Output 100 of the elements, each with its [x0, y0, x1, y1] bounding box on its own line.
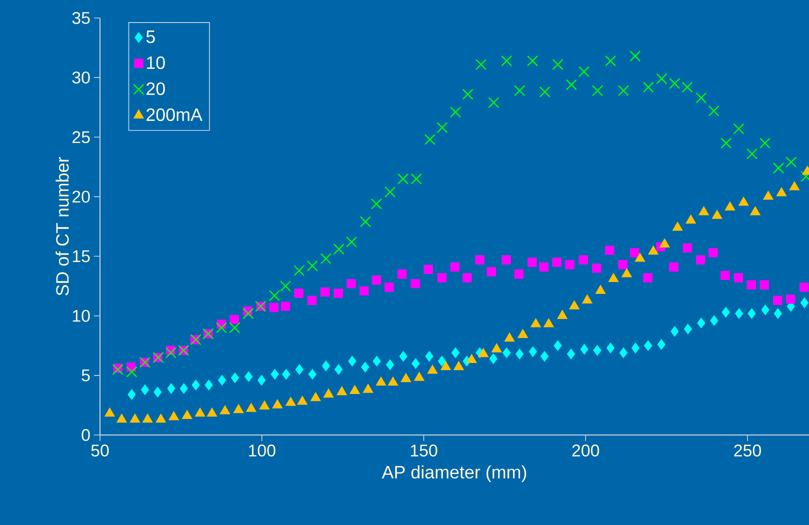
point: [578, 66, 590, 78]
point: [565, 260, 574, 270]
point: [476, 58, 487, 70]
point: [656, 73, 668, 84]
point: [376, 376, 386, 386]
point: [669, 78, 680, 90]
point: [324, 388, 334, 398]
point: [412, 358, 420, 369]
point: [294, 265, 305, 276]
point: [268, 290, 280, 302]
point: [360, 286, 369, 296]
point: [735, 308, 744, 319]
point: [372, 276, 382, 285]
point: [566, 79, 577, 90]
point: [334, 288, 343, 298]
point: [774, 308, 782, 319]
point: [763, 191, 774, 200]
y-tick-label: 5: [82, 370, 90, 382]
point: [360, 216, 372, 228]
point: [104, 408, 115, 417]
point: [708, 248, 718, 258]
point: [280, 302, 290, 311]
point: [112, 364, 124, 376]
point: [504, 332, 514, 342]
point: [478, 348, 488, 358]
point: [475, 255, 484, 264]
point: [516, 348, 524, 360]
point: [244, 372, 253, 382]
legend-label: 10: [147, 56, 165, 70]
x-tick-label: 150: [410, 444, 438, 457]
point: [425, 351, 434, 362]
point: [320, 253, 332, 264]
point: [116, 414, 127, 423]
point: [608, 273, 618, 282]
point: [604, 246, 614, 255]
point: [605, 55, 616, 66]
point: [258, 375, 266, 386]
point: [635, 253, 645, 262]
point: [657, 339, 666, 350]
point: [502, 255, 511, 264]
point: [230, 314, 239, 324]
point: [346, 279, 356, 288]
point: [648, 246, 658, 255]
point: [334, 364, 343, 375]
point: [489, 354, 498, 364]
point: [246, 403, 256, 412]
y-tick-label: 10: [72, 310, 90, 322]
x-tick-label: 250: [734, 444, 761, 457]
point: [630, 50, 641, 62]
point: [696, 92, 707, 104]
point: [642, 82, 654, 93]
point: [734, 273, 744, 282]
point: [126, 366, 138, 378]
point: [759, 138, 771, 149]
point: [399, 351, 408, 362]
point: [530, 318, 541, 328]
point: [501, 55, 512, 66]
point: [722, 307, 730, 318]
point: [234, 404, 244, 414]
point: [242, 308, 254, 320]
point: [414, 372, 424, 381]
point: [578, 255, 588, 264]
point: [670, 326, 679, 336]
point: [436, 122, 448, 134]
point: [580, 344, 588, 354]
point: [280, 280, 292, 292]
point: [682, 82, 693, 93]
point: [167, 383, 176, 394]
point: [773, 296, 782, 305]
point: [557, 310, 568, 319]
point: [370, 198, 382, 210]
point: [750, 206, 760, 216]
point: [539, 86, 550, 98]
y-tick-label: 20: [72, 190, 90, 203]
y-tick-label: 15: [72, 250, 90, 262]
point: [786, 156, 797, 168]
point: [231, 372, 239, 383]
point: [440, 361, 451, 370]
point: [582, 294, 592, 304]
x-tick-label: 50: [91, 444, 109, 457]
point: [397, 270, 407, 279]
point: [297, 396, 308, 405]
point: [437, 273, 446, 282]
point: [593, 345, 602, 356]
point: [384, 282, 394, 292]
point: [539, 262, 548, 272]
point: [348, 356, 356, 366]
point: [207, 408, 217, 417]
point: [450, 106, 462, 118]
point: [620, 348, 628, 358]
point: [154, 387, 162, 398]
point: [618, 85, 630, 96]
point: [308, 369, 316, 380]
point: [733, 123, 744, 134]
point: [684, 324, 692, 334]
point: [454, 361, 464, 370]
x-tick-label: 100: [249, 444, 276, 457]
legend-label: 5: [146, 30, 155, 44]
point: [361, 362, 370, 372]
point: [552, 58, 564, 70]
